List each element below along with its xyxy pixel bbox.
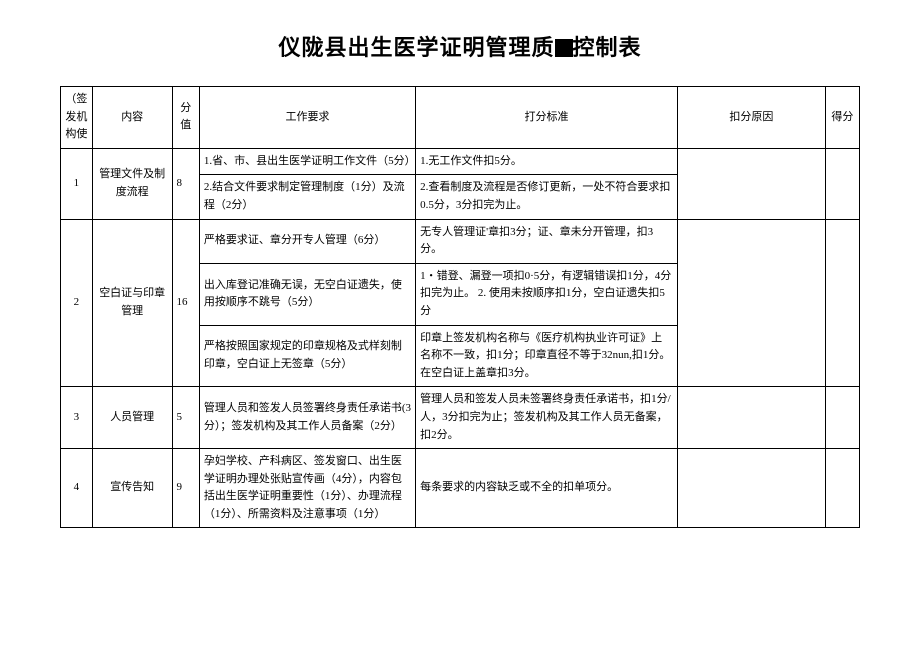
hdr-idx: （签发机构使: [61, 87, 93, 149]
cell-content: 空白证与印章管理: [92, 219, 172, 387]
cell-req: 严格要求证、章分开专人管理（6分）: [199, 219, 415, 263]
title-pre: 仪陇县出生医学证明管理质: [278, 35, 554, 60]
hdr-score: 分值: [172, 87, 199, 149]
cell-idx: 3: [61, 387, 93, 449]
cell-req: 2.结合文件要求制定管理制度（1分）及流程（2分）: [199, 175, 415, 219]
cell-req: 严格按照国家规定的印章规格及式样刻制印章，空白证上无签章（5分）: [199, 325, 415, 387]
cell-req: 出入库登记准确无误，无空白证遗失，使用按顺序不跳号（5分）: [199, 263, 415, 325]
page-title: 仪陇县出生医学证明管理质控制表: [60, 30, 860, 62]
hdr-content: 内容: [92, 87, 172, 149]
cell-idx: 2: [61, 219, 93, 387]
table-row: 4 宣传告知 9 孕妇学校、产科病区、签发窗口、出生医学证明办理处张贴宣传画（4…: [61, 449, 860, 528]
cell-score: 5: [172, 387, 199, 449]
table-header-row: （签发机构使 内容 分值 工作要求 打分标准 扣分原因 得分: [61, 87, 860, 149]
cell-reason: [677, 449, 825, 528]
cell-reason: [677, 387, 825, 449]
hdr-reason: 扣分原因: [677, 87, 825, 149]
cell-std: 管理人员和签发人员未签署终身责任承诺书，扣1分/人，3分扣完为止；签发机构及其工…: [416, 387, 678, 449]
cell-std: 无专人管理证'章扣3分；证、章未分开管理，扣3分。: [416, 219, 678, 263]
cell-req: 管理人员和签发人员签署终身责任承诺书(3分）；签发机构及其工作人员备案（2分）: [199, 387, 415, 449]
cell-got: [825, 219, 859, 387]
cell-content: 管理文件及制度流程: [92, 148, 172, 219]
cell-score: 8: [172, 148, 199, 219]
cell-reason: [677, 148, 825, 219]
cell-idx: 4: [61, 449, 93, 528]
hdr-got: 得分: [825, 87, 859, 149]
cell-std: 每条要求的内容缺乏或不全的扣单项分。: [416, 449, 678, 528]
redacted-block-icon: [555, 39, 573, 57]
cell-got: [825, 387, 859, 449]
cell-content: 宣传告知: [92, 449, 172, 528]
cell-content: 人员管理: [92, 387, 172, 449]
cell-idx: 1: [61, 148, 93, 219]
table-row: 2 空白证与印章管理 16 严格要求证、章分开专人管理（6分） 无专人管理证'章…: [61, 219, 860, 263]
cell-std: 1.无工作文件扣5分。: [416, 148, 678, 175]
cell-reason: [677, 219, 825, 387]
cell-std: 印章上签发机构名称与《医疗机构执业许可证》上名称不一致，扣1分；印章直径不等于3…: [416, 325, 678, 387]
cell-got: [825, 148, 859, 219]
qc-table: （签发机构使 内容 分值 工作要求 打分标准 扣分原因 得分 1 管理文件及制度…: [60, 86, 860, 528]
cell-std: 2.查看制度及流程是否修订更新，一处不符合要求扣0.5分，3分扣完为止。: [416, 175, 678, 219]
hdr-req: 工作要求: [199, 87, 415, 149]
hdr-std: 打分标准: [416, 87, 678, 149]
cell-score: 16: [172, 219, 199, 387]
cell-req: 1.省、市、县出生医学证明工作文件（5分）: [199, 148, 415, 175]
cell-req: 孕妇学校、产科病区、签发窗口、出生医学证明办理处张贴宣传画（4分），内容包括出生…: [199, 449, 415, 528]
title-post: 控制表: [573, 35, 642, 60]
cell-got: [825, 449, 859, 528]
cell-std: 1・错登、漏登一项扣0·5分，有逻辑错误扣1分，4分扣完为止。 2. 使用未按顺…: [416, 263, 678, 325]
table-row: 1 管理文件及制度流程 8 1.省、市、县出生医学证明工作文件（5分） 1.无工…: [61, 148, 860, 175]
cell-score: 9: [172, 449, 199, 528]
table-row: 3 人员管理 5 管理人员和签发人员签署终身责任承诺书(3分）；签发机构及其工作…: [61, 387, 860, 449]
